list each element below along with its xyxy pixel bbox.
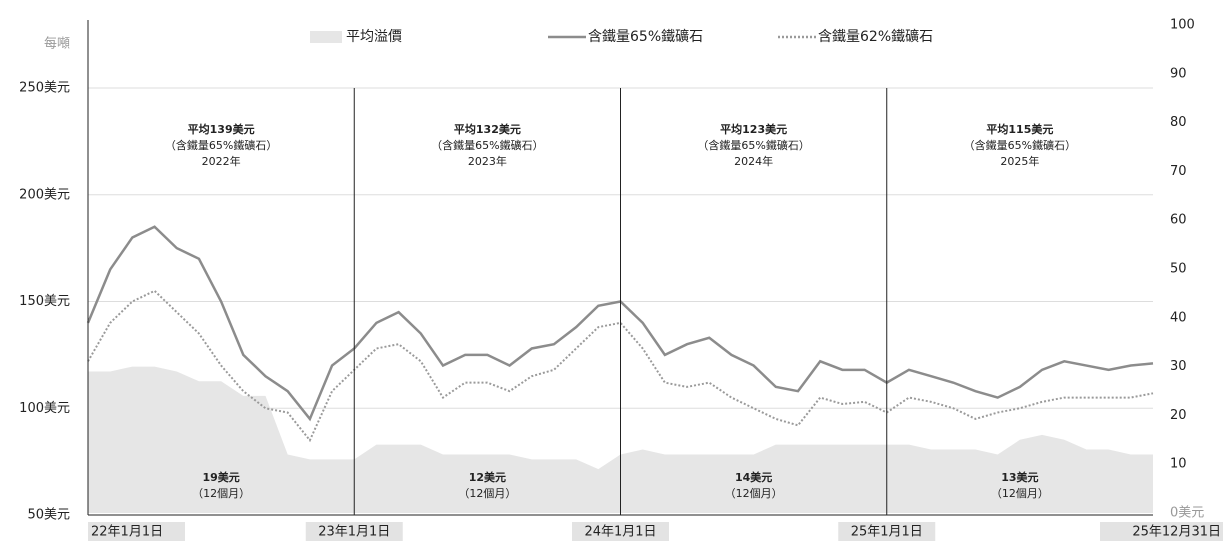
y2-tick-label: 70 xyxy=(1170,164,1187,179)
y2-tick-label: 30 xyxy=(1170,359,1187,374)
x-tick-label: 22年1月1日 xyxy=(91,525,163,540)
year-annotation: 2023年 xyxy=(468,154,507,168)
year-annotation: 平均123美元 xyxy=(720,122,787,136)
year-annotation: 平均139美元 xyxy=(188,122,255,136)
year-annotation: （含鐵量65%鐵礦石） xyxy=(697,138,809,152)
y2-tick-label: 80 xyxy=(1170,115,1187,130)
y2-tick-label: 0美元 xyxy=(1170,506,1204,521)
year-annotation: 2025年 xyxy=(1000,154,1039,168)
year-annotation: （含鐵量65%鐵礦石） xyxy=(964,138,1076,152)
x-tick-bg xyxy=(838,522,936,541)
y2-tick-label: 90 xyxy=(1170,66,1187,81)
y-tick-label: 200美元 xyxy=(19,187,70,202)
y2-tick-label: 50 xyxy=(1170,262,1187,277)
y2-tick-label: 40 xyxy=(1170,310,1187,325)
year-annotation: （含鐵量65%鐵礦石） xyxy=(165,138,277,152)
y2-tick-label: 100 xyxy=(1170,18,1195,33)
x-tick-bg xyxy=(305,522,403,541)
premium-annotation: （12個月） xyxy=(458,487,516,500)
x-tick-bg xyxy=(1100,522,1223,541)
y-unit-label: 每噸 xyxy=(44,36,70,52)
premium-annotation: （12個月） xyxy=(991,487,1049,500)
premium-annotation: 19美元 xyxy=(202,470,239,484)
year-annotation: 平均132美元 xyxy=(454,122,521,136)
x-tick-bg xyxy=(88,522,185,541)
legend-label: 平均溢價 xyxy=(346,28,402,45)
year-annotation: 2022年 xyxy=(202,154,241,168)
y-tick-label: 100美元 xyxy=(19,401,70,416)
year-annotation: 平均115美元 xyxy=(986,122,1053,136)
premium-annotation: （12個月） xyxy=(725,487,783,500)
y-tick-label: 50美元 xyxy=(27,508,70,523)
year-annotation: （含鐵量65%鐵礦石） xyxy=(431,138,543,152)
x-tick-label: 24年1月1日 xyxy=(584,525,656,540)
x-tick-bg xyxy=(572,522,669,541)
x-tick-label: 25年1月1日 xyxy=(851,525,923,540)
premium-annotation: 13美元 xyxy=(1001,470,1038,484)
premium-annotation: （12個月） xyxy=(192,487,250,500)
y-tick-label: 250美元 xyxy=(19,81,70,96)
legend-label: 含鐵量62%鐵礦石 xyxy=(818,28,933,45)
y2-tick-label: 10 xyxy=(1170,457,1187,472)
x-tick-label: 25年12月31日 xyxy=(1132,525,1221,540)
y2-tick-label: 60 xyxy=(1170,213,1187,228)
y-tick-label: 150美元 xyxy=(19,294,70,309)
year-annotation: 2024年 xyxy=(734,154,773,168)
premium-annotation: 14美元 xyxy=(735,470,772,484)
x-tick-label: 23年1月1日 xyxy=(318,525,390,540)
line xyxy=(87,289,1154,443)
legend-label: 含鐵量65%鐵礦石 xyxy=(588,28,703,45)
legend-swatch xyxy=(310,31,342,43)
premium-annotation: 12美元 xyxy=(469,470,506,484)
y2-tick-label: 20 xyxy=(1170,408,1187,423)
